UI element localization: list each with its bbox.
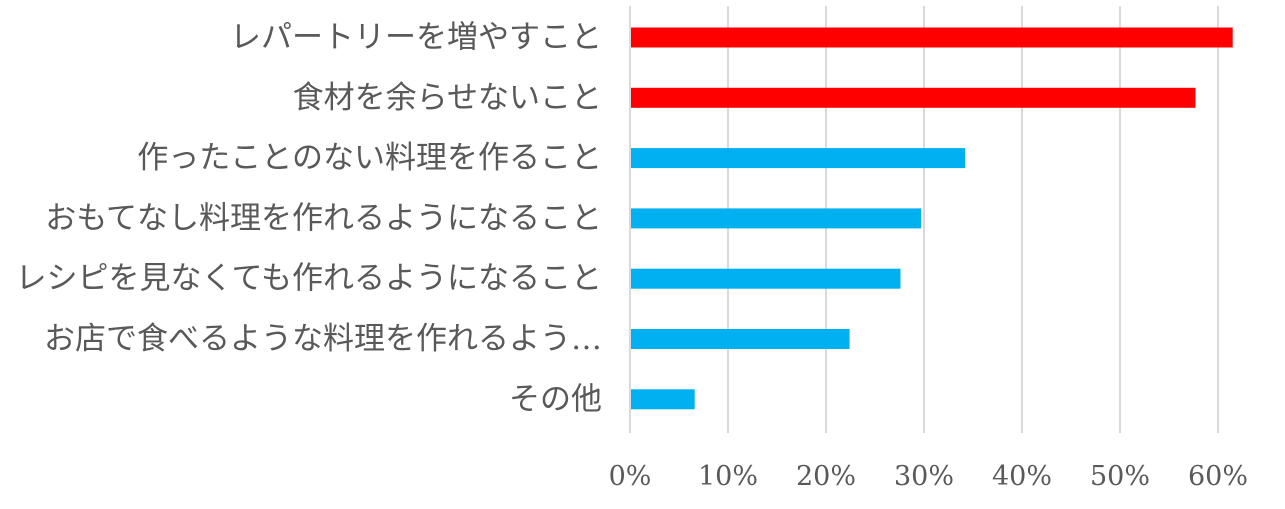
bar-6 (631, 329, 850, 349)
x-tick-label-60: 60% (1188, 461, 1248, 492)
category-label-5: レシピを見なくても作れるようになること (15, 261, 602, 297)
category-labels: レパートリーを増やすこと食材を余らせないこと作ったことのない料理を作ることおもて… (15, 20, 602, 418)
x-tick-label-20: 20% (796, 461, 856, 492)
x-tick-label-40: 40% (992, 461, 1052, 492)
x-tick-labels: 0% 10% 20% 30% 40% 50% 60% (609, 461, 1248, 492)
category-label-1: レパートリーを増やすこと (230, 20, 602, 56)
category-label-4: おもてなし料理を作れるようになること (45, 200, 602, 236)
category-label-6: お店で食べるような料理を作れるよう… (44, 321, 602, 357)
x-tick-label-10: 10% (698, 461, 758, 492)
x-tick-label-50: 50% (1090, 461, 1150, 492)
category-label-2: 食材を余らせないこと (293, 80, 602, 116)
x-tick-label-30: 30% (894, 461, 954, 492)
bar-2 (631, 87, 1196, 108)
bar-4 (631, 208, 922, 229)
bar-3 (631, 148, 966, 169)
bar-1 (631, 27, 1233, 48)
x-tick-label-0: 0% (609, 461, 652, 492)
bars (631, 27, 1233, 410)
category-label-7: その他 (509, 381, 602, 417)
bar-7 (631, 389, 695, 410)
bar-5 (631, 268, 901, 289)
category-label-3: 作ったことのない料理を作ること (137, 140, 602, 176)
